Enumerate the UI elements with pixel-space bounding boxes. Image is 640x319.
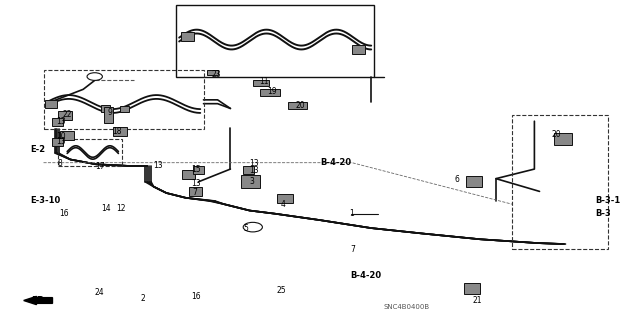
Bar	[288, 102, 307, 109]
Text: 18: 18	[112, 127, 122, 136]
Text: 2: 2	[141, 294, 145, 303]
Text: 19: 19	[268, 87, 277, 96]
Text: 9: 9	[108, 108, 113, 117]
Text: 6: 6	[454, 175, 460, 184]
Text: 14: 14	[101, 204, 111, 213]
Bar	[58, 139, 122, 166]
Text: 13: 13	[191, 179, 200, 188]
Text: 21: 21	[472, 296, 482, 305]
FancyArrow shape	[24, 296, 52, 305]
Text: 22: 22	[63, 110, 72, 119]
Bar	[189, 187, 202, 196]
Bar	[104, 107, 113, 123]
Text: 16: 16	[59, 209, 68, 218]
Text: 15: 15	[191, 165, 200, 174]
Bar	[120, 106, 129, 112]
Text: E-3-10: E-3-10	[31, 197, 61, 205]
Text: 24: 24	[95, 288, 104, 297]
Circle shape	[243, 222, 262, 232]
Text: 25: 25	[276, 286, 286, 295]
Text: E-2: E-2	[31, 145, 46, 154]
Bar	[512, 115, 608, 249]
Text: 20: 20	[552, 130, 561, 139]
Text: 13: 13	[56, 137, 66, 146]
Text: 23: 23	[211, 70, 221, 78]
Bar	[101, 105, 110, 112]
Text: 4: 4	[280, 200, 285, 209]
Text: B-4-20: B-4-20	[320, 158, 351, 167]
Text: 13: 13	[56, 117, 66, 126]
Text: 16: 16	[191, 292, 200, 300]
Bar	[554, 133, 572, 145]
Bar	[58, 111, 72, 120]
Text: 8: 8	[58, 159, 62, 168]
Bar	[260, 89, 280, 96]
Bar	[241, 175, 260, 188]
Bar	[176, 5, 374, 77]
Bar	[52, 138, 63, 146]
Text: 7: 7	[192, 189, 197, 197]
Bar	[45, 100, 57, 108]
Bar	[465, 283, 481, 294]
Text: 10: 10	[56, 132, 66, 141]
Bar	[253, 80, 269, 86]
Text: SNC4B0400B: SNC4B0400B	[384, 304, 430, 310]
Bar	[207, 70, 218, 75]
Text: B-3: B-3	[595, 209, 611, 218]
Text: 3: 3	[250, 177, 255, 186]
Bar	[113, 127, 127, 136]
Text: 20: 20	[296, 101, 305, 110]
Text: B-4-20: B-4-20	[351, 271, 382, 280]
Text: 7: 7	[351, 245, 356, 254]
Bar	[277, 194, 293, 203]
Text: 13: 13	[154, 161, 163, 170]
Bar	[181, 32, 194, 41]
Text: 13: 13	[250, 159, 259, 168]
Text: FR.: FR.	[31, 296, 47, 305]
Text: 13: 13	[250, 166, 259, 175]
Text: 12: 12	[116, 204, 126, 213]
Circle shape	[87, 73, 102, 80]
Bar	[60, 131, 74, 140]
Bar	[243, 166, 254, 174]
Bar	[466, 176, 482, 188]
Bar	[193, 166, 204, 174]
Text: 17: 17	[95, 162, 104, 171]
Text: 1: 1	[349, 209, 353, 218]
Bar	[182, 170, 195, 179]
Bar	[44, 70, 204, 129]
Text: B-3-1: B-3-1	[595, 197, 620, 205]
Bar	[352, 45, 365, 54]
Text: 5: 5	[243, 224, 248, 233]
Bar	[52, 118, 63, 126]
Text: 11: 11	[259, 77, 269, 86]
